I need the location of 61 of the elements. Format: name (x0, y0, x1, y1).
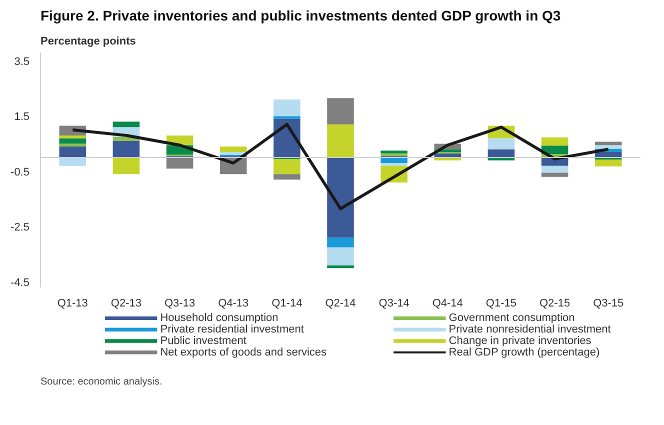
bar (112, 140, 140, 158)
legend-label: Net exports of goods and services (160, 346, 328, 358)
bar (59, 135, 86, 138)
bar (541, 166, 568, 173)
y-tick-label: -0.5 (10, 166, 30, 178)
bar (380, 163, 408, 166)
bar (327, 158, 354, 238)
y-tick-label: -2.5 (10, 222, 30, 234)
legend-label: Private nonresidential investment (448, 324, 611, 336)
x-tick-label: Q4-14 (432, 298, 463, 310)
bar (327, 247, 354, 266)
x-tick-label: Q2-14 (325, 298, 356, 310)
x-tick-label: Q3-14 (378, 298, 410, 310)
x-tick-label: Q1-13 (57, 298, 88, 310)
x-tick-label: Q1-15 (486, 298, 517, 310)
bar (327, 98, 354, 124)
bar (380, 150, 408, 154)
bar (594, 159, 622, 166)
bar (166, 158, 194, 169)
bar (380, 158, 408, 164)
legend-label: Household consumption (160, 312, 278, 324)
bar (327, 238, 354, 248)
bar (327, 265, 354, 268)
y-tick-label: -4.5 (10, 276, 30, 289)
chart-title: Figure 2. Private inventories and public investments dented GDP growth in Q3 (40, 8, 561, 24)
x-tick-label: Q3-15 (593, 298, 624, 310)
bar (59, 138, 86, 144)
legend-label: Change in private inventories (448, 335, 592, 347)
bar (59, 144, 86, 146)
x-tick-label: Q1-14 (272, 298, 302, 310)
x-tick-label: Q2-15 (540, 298, 570, 310)
bar (59, 146, 86, 158)
legend-label: Government consumption (448, 312, 575, 324)
bar (274, 100, 300, 116)
bar (541, 146, 568, 154)
bar (541, 172, 568, 177)
y-axis-title: Percentage points (40, 36, 136, 48)
bar (488, 138, 515, 150)
bar (112, 122, 140, 128)
source-note: Source: economic analysis. (40, 376, 162, 388)
bar (380, 153, 408, 156)
x-tick-label: Q2-13 (110, 298, 142, 310)
legend-label: Private residential investment (160, 324, 304, 336)
bar (112, 158, 140, 174)
bar (274, 116, 300, 119)
bar (220, 152, 247, 155)
y-tick-label: 1.5 (14, 111, 30, 124)
y-tick-label: 3.5 (14, 56, 30, 68)
bar (594, 145, 622, 149)
bar (59, 158, 86, 166)
bar (274, 174, 300, 180)
x-tick-label: Q4-13 (218, 298, 249, 310)
bar (274, 158, 300, 174)
bar (220, 146, 247, 152)
bar (327, 124, 354, 158)
bar (541, 137, 568, 146)
bar (594, 142, 622, 146)
x-tick-label: Q3-13 (164, 298, 196, 310)
line-series (71, 122, 610, 210)
legend-label: Public investment (160, 335, 246, 347)
legend-label: Real GDP growth (percentage) (448, 346, 600, 358)
